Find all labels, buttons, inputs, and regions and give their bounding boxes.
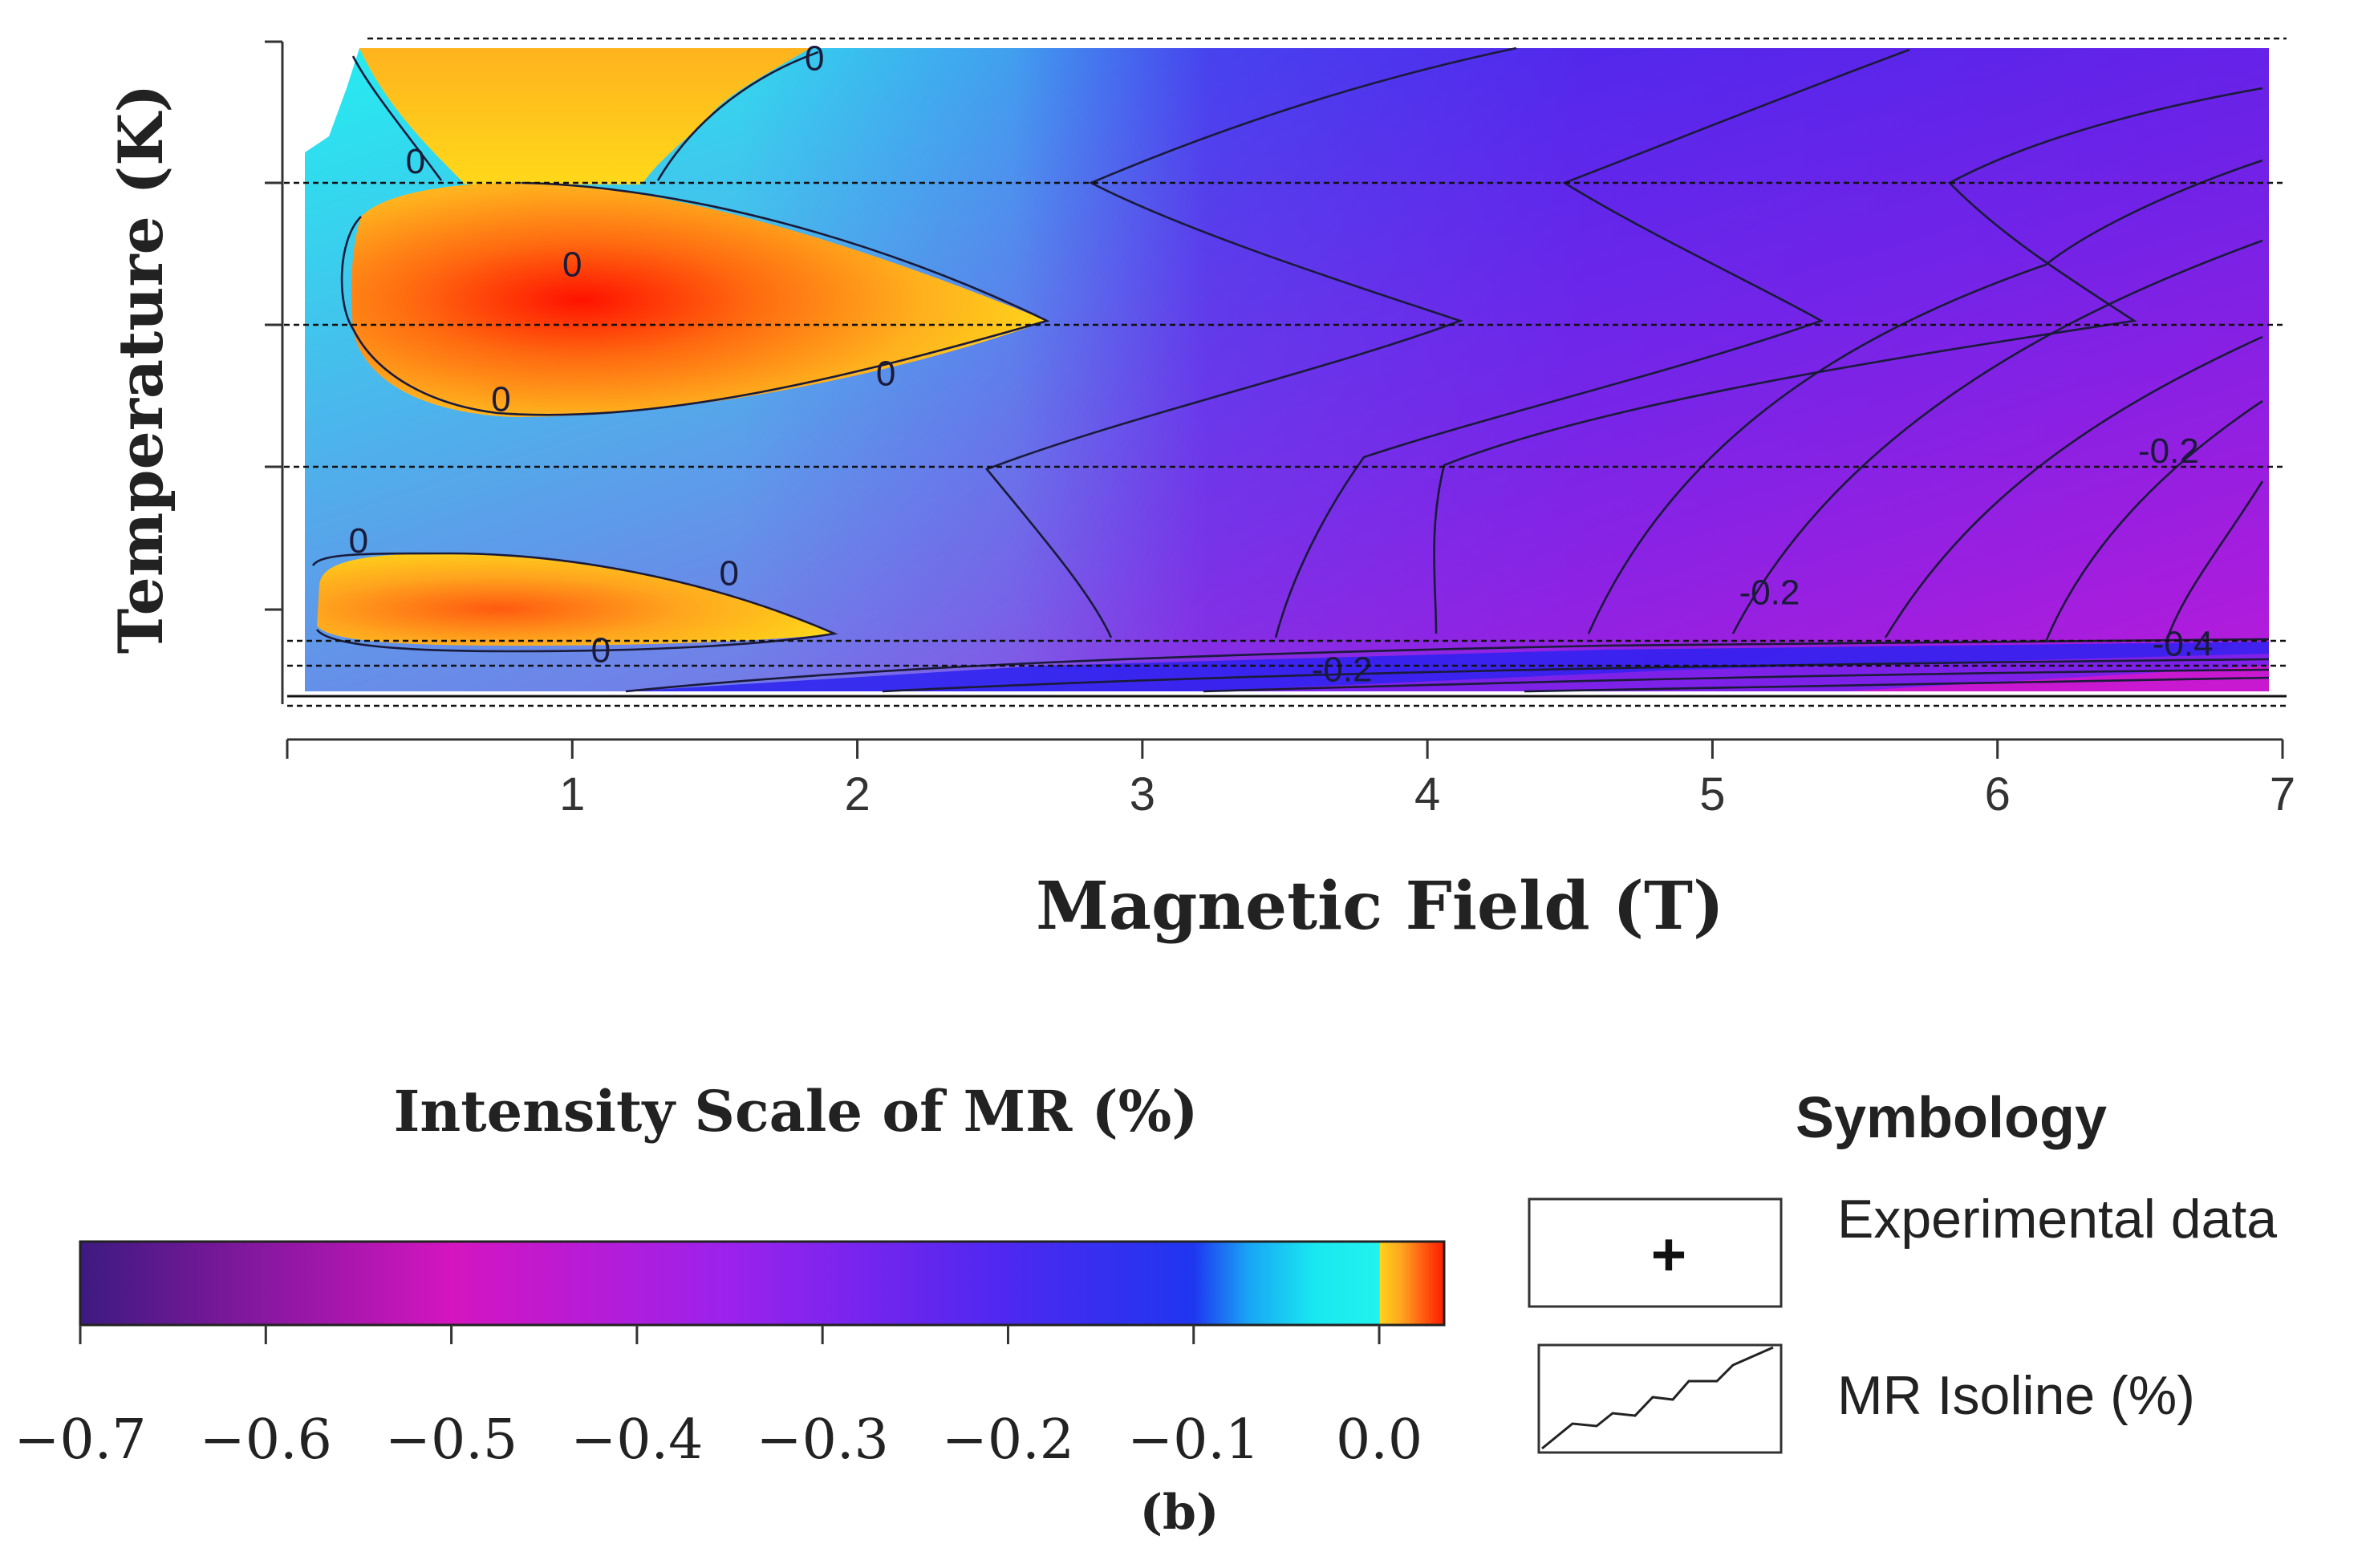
legend-title: Symbology: [1796, 1086, 2107, 1150]
isoline-label: -0.4: [2153, 624, 2214, 663]
isoline-label: 0: [349, 521, 368, 561]
colorbar-tick-label: −0.6: [200, 1408, 332, 1472]
x-tick-label: 1: [559, 768, 585, 820]
legend-plus-symbol: +: [1651, 1221, 1686, 1289]
x-tick-label: 3: [1130, 768, 1155, 820]
colorbar-tick-label: −0.4: [570, 1408, 703, 1472]
isoline-label: 0: [591, 631, 611, 671]
guide-lines: [265, 37, 2287, 707]
isoline-label: 0: [805, 39, 824, 79]
legend: Symbology + Experimental data MR Isoline…: [1528, 1086, 2277, 1454]
colorbar-tick-label: −0.3: [757, 1408, 889, 1472]
isoline-label: 0: [719, 553, 738, 593]
legend-isoline-label: MR Isoline (%): [1837, 1365, 2195, 1426]
x-tick-label: 2: [844, 768, 870, 820]
legend-experimental-label: Experimental data: [1837, 1189, 2277, 1250]
isolines: [311, 47, 2270, 693]
colorbar-ticks: −0.7 −0.6 −0.5 −0.4 −0.3 −0.2 −0.1 0.0: [14, 1325, 1422, 1472]
x-tick-label: 4: [1414, 768, 1440, 820]
x-axis: 1 2 3 4 5 6 7: [286, 738, 2295, 820]
isoline-label: -0.2: [2138, 432, 2199, 471]
isoline-label: 0: [876, 355, 895, 394]
isoline-labels: 0 0 0 0 0 0 0 0 -0.2 -0.2 -0.2 -0.4: [349, 39, 2214, 690]
positive-region-top: [359, 48, 810, 184]
isoline-label: 0: [562, 245, 582, 284]
figure-caption: (b): [1140, 1485, 1219, 1541]
x-tick-label: 5: [1699, 768, 1725, 820]
y-axis: [265, 40, 284, 704]
colorbar-tick-label: −0.5: [385, 1408, 517, 1472]
x-axis-label: Magnetic Field (T): [1036, 868, 1724, 945]
y-axis-label: Temperature (K): [105, 84, 177, 654]
colorbar-tick-label: 0.0: [1336, 1408, 1422, 1472]
isoline-label: -0.2: [1739, 573, 1800, 612]
colorbar-title: Intensity Scale of MR (%): [394, 1078, 1199, 1145]
legend-isoline-icon: [1541, 1346, 1774, 1450]
positive-region-low: [317, 553, 834, 646]
heatmap-surface: [305, 48, 2269, 691]
positive-region-middle: [351, 183, 1048, 417]
colorbar-tick-label: −0.1: [1127, 1408, 1260, 1472]
isoline-label: 0: [491, 380, 510, 419]
x-tick-label: 6: [1985, 768, 2011, 820]
colorbar: [79, 1240, 1446, 1327]
isoline-label: 0: [406, 142, 425, 181]
isoline-label: -0.2: [1312, 650, 1373, 690]
colorbar-tick-label: −0.2: [942, 1408, 1074, 1472]
x-tick-label: 7: [2270, 768, 2295, 820]
legend-experimental-box: [1528, 1197, 1783, 1308]
colorbar-tick-label: −0.7: [14, 1408, 146, 1472]
